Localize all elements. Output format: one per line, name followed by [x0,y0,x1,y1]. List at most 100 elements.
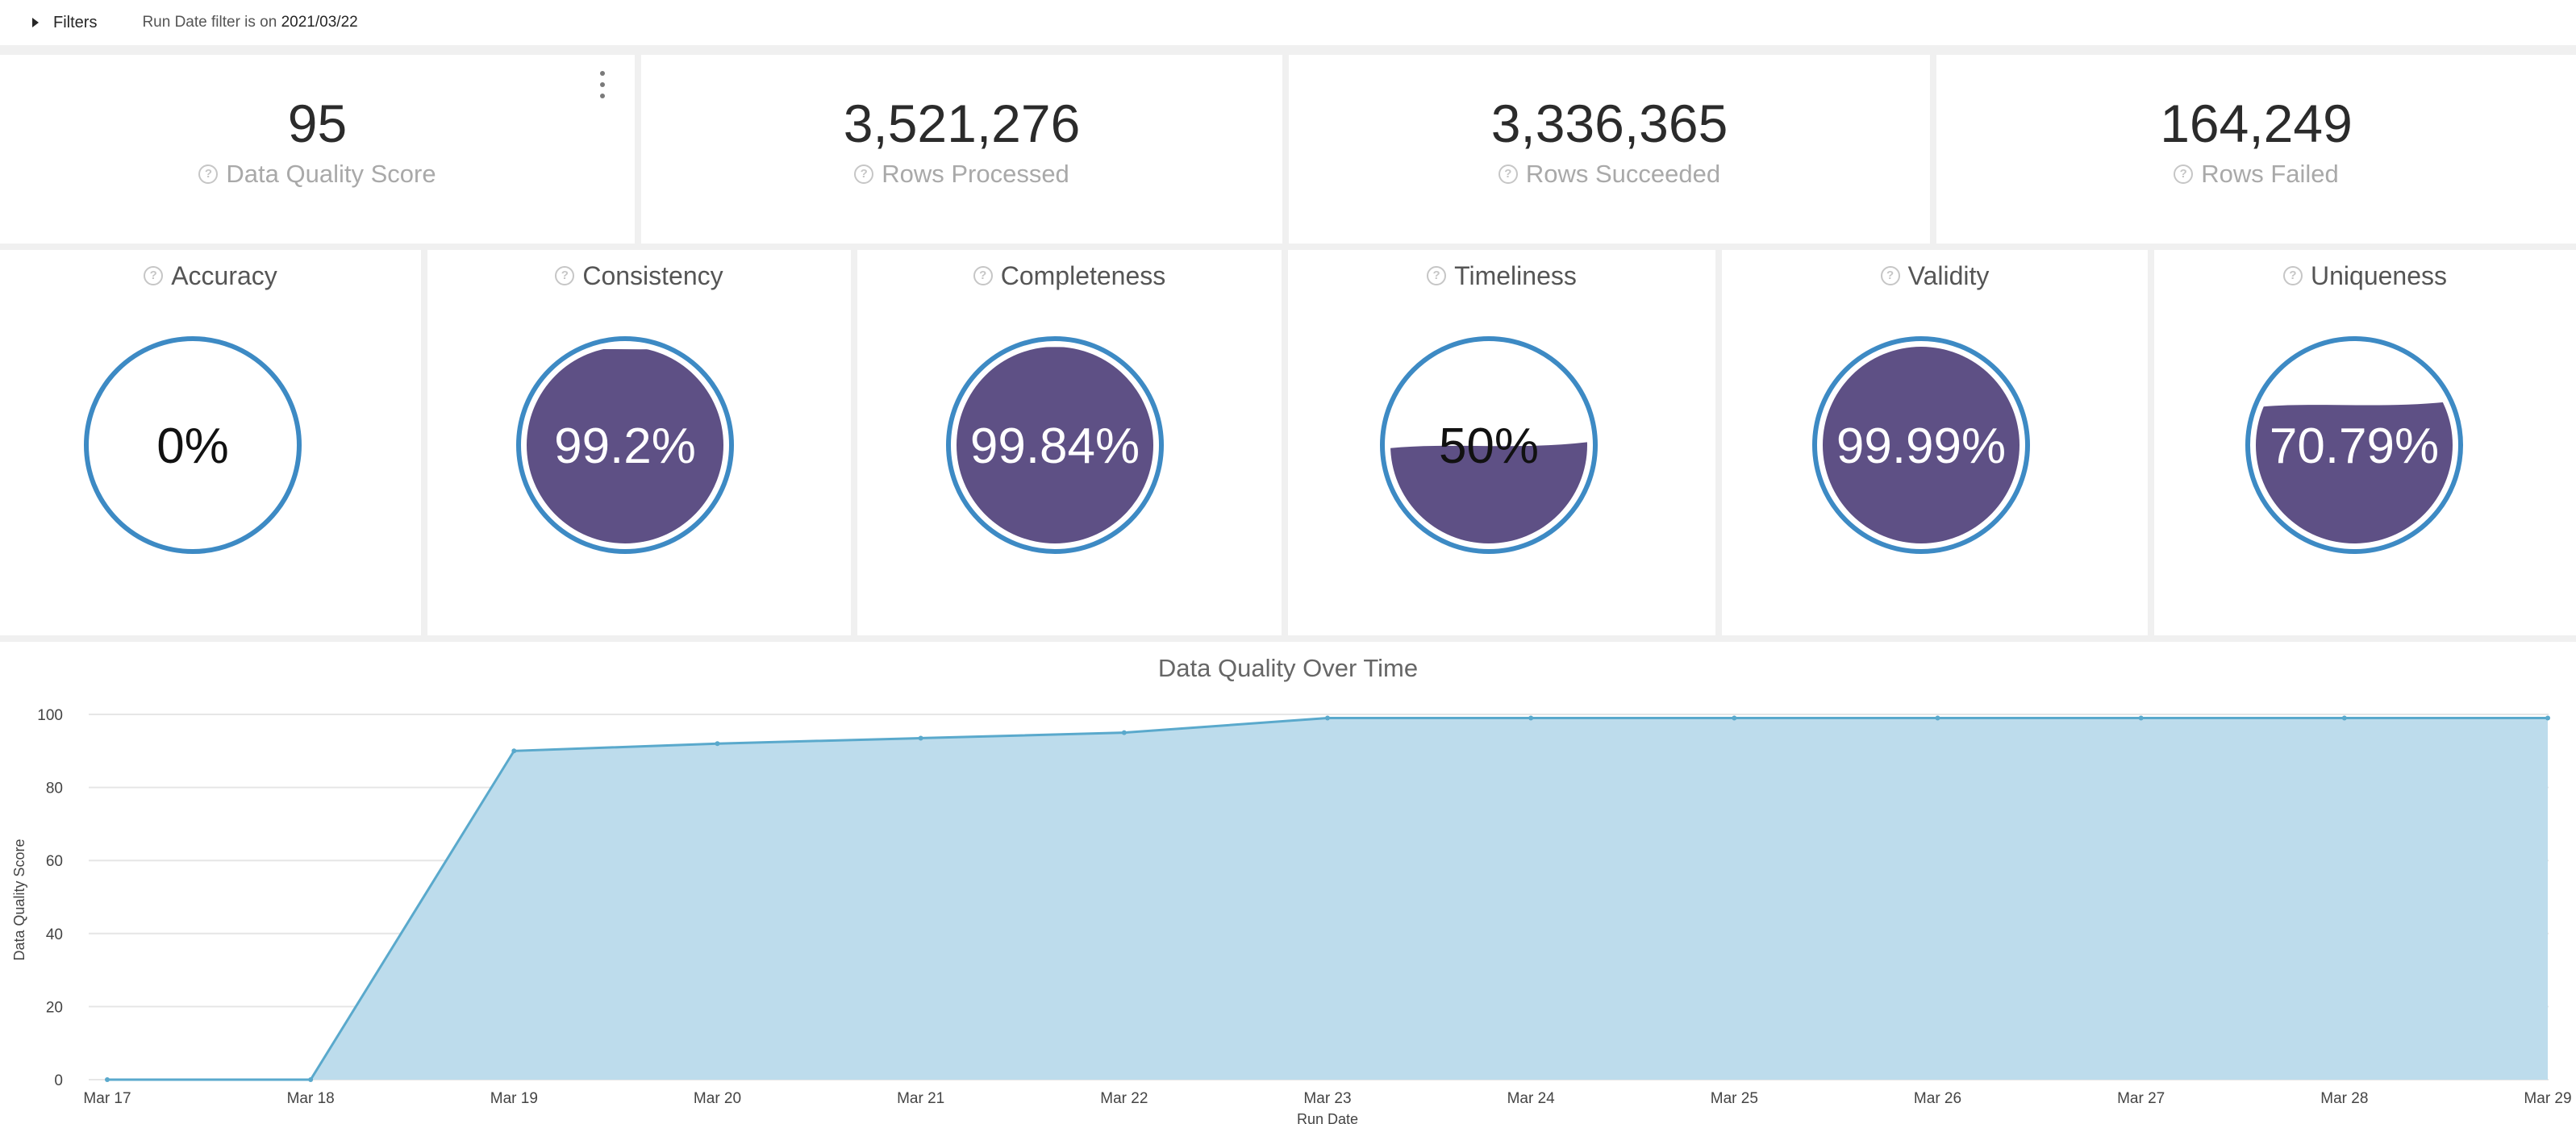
gauge-fill [2256,399,2453,543]
gauge-value: 50% [1439,418,1539,474]
help-icon[interactable]: ? [144,266,164,285]
data-point[interactable] [511,748,517,754]
gauge-tile-validity: ? Validity 99.99% [1722,250,2148,635]
x-tick-label: Mar 18 [287,1090,335,1107]
kpi-label: ? Rows Failed [1936,161,2576,186]
gauge-value: 99.84% [970,418,1140,474]
data-point[interactable] [1732,715,1737,721]
x-tick-label: Mar 24 [1507,1090,1556,1107]
gauge-title-text: Accuracy [171,261,277,290]
gauge-title-text: Timeliness [1454,261,1577,290]
data-point[interactable] [1121,730,1127,735]
help-icon[interactable]: ? [1498,164,1518,184]
x-tick-label: Mar 21 [897,1090,944,1107]
gauge-fill [957,347,1153,543]
x-tick-label: Mar 27 [2117,1090,2165,1107]
kpi-value: 3,521,276 [843,94,1081,153]
x-tick-label: Mar 19 [490,1090,538,1107]
gauge-title-text: Consistency [582,261,723,290]
data-point[interactable] [308,1077,314,1082]
gauge-title: ? Validity [1722,263,2148,289]
gauge-title-text: Validity [1907,261,1990,290]
help-icon[interactable]: ? [1427,266,1447,285]
x-tick-label: Mar 17 [83,1090,131,1107]
x-tick-label: Mar 20 [694,1090,741,1107]
filter-summary-mid: is on [240,14,281,31]
gauge-svg: 99.2% [516,336,734,554]
chart-title: Data Quality Over Time [1158,654,1418,682]
kpi-tile-rows-succeeded: 3,336,365 ? Rows Succeeded [1289,55,1930,244]
data-point[interactable] [918,735,923,741]
y-tick-label: 20 [46,999,63,1016]
gauge-tile-uniqueness: ? Uniqueness 70.79% [2154,250,2576,635]
data-point[interactable] [105,1077,110,1082]
gauge-value: 70.79% [2270,418,2439,474]
gauge-title: ? Consistency [427,263,851,289]
gauge-svg: 99.99% [1812,336,2030,554]
gauge-title: ? Timeliness [1288,263,1715,289]
gauge-value: 99.2% [554,418,696,474]
help-icon[interactable]: ? [2174,164,2194,184]
more-options-icon[interactable] [594,71,611,98]
y-tick-label: 40 [46,926,63,943]
gauge-svg: 99.84% [946,336,1164,554]
y-tick-label: 60 [46,853,63,870]
kpi-label-text: Rows Processed [882,160,1069,188]
kpi-label-text: Rows Failed [2201,160,2339,188]
kpi-label: ? Data Quality Score [0,161,635,186]
x-tick-label: Mar 29 [2524,1090,2571,1107]
help-icon[interactable]: ? [973,266,993,285]
filters-label: Filters [53,13,98,31]
y-tick-label: 80 [46,781,63,797]
kpi-value: 3,336,365 [1490,94,1728,153]
help-icon[interactable]: ? [555,266,575,285]
data-point[interactable] [2545,715,2550,721]
chart-svg: Data Quality Over Time 0 20 40 60 80 100 Mar 17… [11,654,2572,1124]
data-point[interactable] [2341,715,2347,721]
gauge-title-text: Uniqueness [2311,261,2447,290]
gauge-ring [84,336,302,554]
caret-right-icon [32,18,39,27]
data-point[interactable] [1935,715,1940,721]
help-icon[interactable]: ? [854,164,874,184]
data-point[interactable] [1325,715,1330,721]
gauge-svg: 70.79% [2245,336,2463,554]
filter-bar: Filters Run Date filter is on 2021/03/22 [0,0,2576,45]
x-tick-label: Mar 23 [1303,1090,1351,1107]
gauge-tile-consistency: ? Consistency 99.2% [427,250,851,635]
gauge-value: 99.99% [1836,418,2006,474]
gauge-value: 0% [156,418,229,474]
x-tick-label: Mar 25 [1711,1090,1758,1107]
x-tick-label: Mar 28 [2320,1090,2368,1107]
gauge-fill [1823,347,2020,543]
kpi-label-text: Data Quality Score [226,160,436,188]
kpi-value: 95 [287,94,348,153]
y-tick-label: 0 [54,1072,63,1089]
help-icon[interactable]: ? [198,164,219,184]
help-icon[interactable]: ? [2283,266,2303,285]
x-axis-label: Run Date [1297,1111,1358,1124]
gauge-title: ? Completeness [857,263,1282,289]
y-axis-label: Data Quality Score [11,839,27,960]
gauge-svg: 50% [1380,336,1598,554]
gauge-tile-accuracy: ? Accuracy 0% [0,250,421,635]
gauge-title: ? Accuracy [0,263,421,289]
filter-summary-key: Run Date filter [142,14,240,31]
x-tick-label: Mar 26 [1914,1090,1961,1107]
filters-toggle[interactable]: Filters [32,14,97,32]
gauge-tile-timeliness: ? Timeliness 50% [1288,250,1715,635]
x-tick-label: Mar 22 [1100,1090,1148,1107]
filter-summary-value: 2021/03/22 [281,14,358,31]
gauge-tile-completeness: ? Completeness 99.84% [857,250,1282,635]
data-point[interactable] [715,741,720,747]
gauge-fill [527,347,723,543]
y-tick-label: 100 [37,707,63,724]
data-quality-over-time-chart: Data Quality Over Time 0 20 40 60 80 100 Mar 17… [0,642,2576,1124]
kpi-label-text: Rows Succeeded [1525,160,1721,188]
help-icon[interactable]: ? [1880,266,1900,285]
kpi-tile-rows-processed: 3,521,276 ? Rows Processed [641,55,1282,244]
gauge-title: ? Uniqueness [2154,263,2576,289]
gauge-title-text: Completeness [1000,261,1166,290]
data-point[interactable] [2138,715,2144,721]
data-point[interactable] [1528,715,1534,721]
